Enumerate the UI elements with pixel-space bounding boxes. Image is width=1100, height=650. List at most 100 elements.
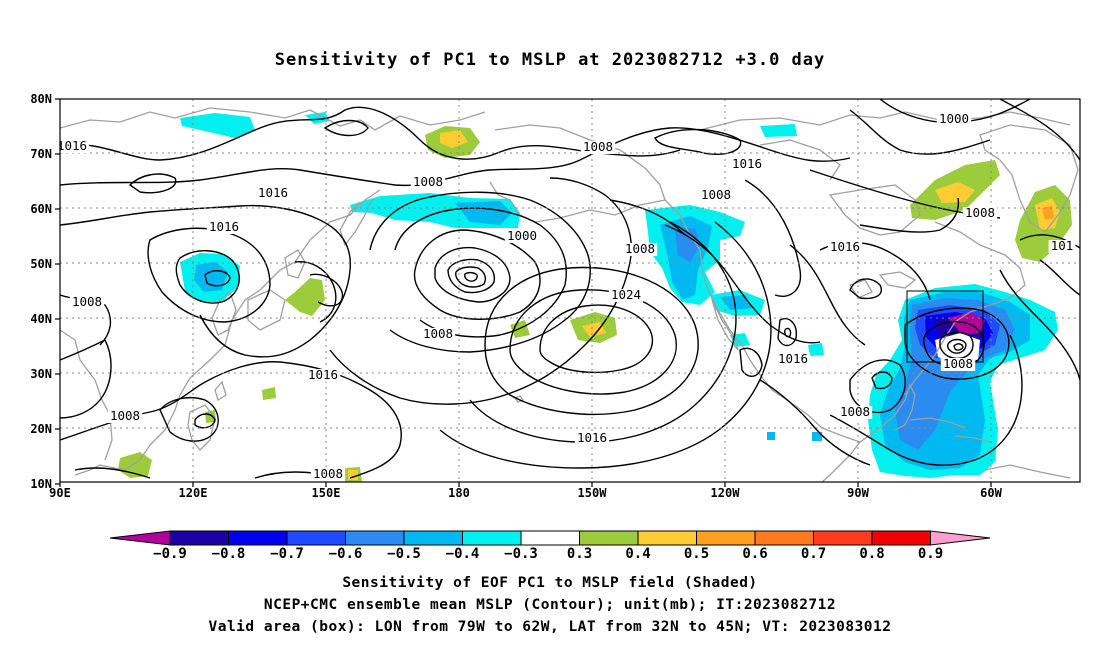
lon-tick-label: 150W <box>578 486 608 500</box>
longitude-axis: 90E 120E 150E 180 150W 120W 90W 60W <box>49 482 1003 500</box>
colorbar-label: 0.5 <box>684 546 709 562</box>
lon-tick-label: 60W <box>980 486 1002 500</box>
contour-label-bg <box>936 113 972 126</box>
colorbar-swatch <box>228 530 288 546</box>
contour-label-bg <box>698 189 734 202</box>
contour-label-bg <box>775 353 811 366</box>
colorbar-swatch <box>462 530 522 546</box>
contour-label-bg <box>729 158 765 171</box>
lon-tick-label: 180 <box>448 486 470 500</box>
contour-label-bg <box>827 241 863 254</box>
contour-label: 1008 <box>701 187 731 202</box>
lat-tick-label: 40N <box>30 312 52 326</box>
colorbar: −0.9 −0.8 −0.7 −0.6 −0.5 −0.4 −0.3 0.3 0.4 0.5 0.6… <box>109 530 991 562</box>
contour-label: 1016 <box>778 351 808 366</box>
lon-tick-label: 90E <box>49 486 71 500</box>
colorbar-swatch <box>520 530 580 546</box>
colorbar-label: 0.9 <box>918 546 943 562</box>
colorbar-end-low <box>109 530 171 546</box>
colorbar-label: −0.8 <box>212 546 246 562</box>
colorbar-swatch <box>871 530 931 546</box>
contour-label: 1008 <box>943 356 973 371</box>
colorbar-label: 0.8 <box>859 546 884 562</box>
colorbar-swatch <box>696 530 756 546</box>
lat-tick-label: 80N <box>30 92 52 106</box>
contour-label-bg <box>622 243 658 256</box>
contour-label: 1008 <box>110 408 140 423</box>
contour-label-bg <box>69 296 105 309</box>
contour-label: 1016 <box>57 138 87 153</box>
colorbar-swatch <box>286 530 346 546</box>
colorbar-label: 0.3 <box>567 546 592 562</box>
caption-valid-area: Valid area (box): LON from 79W to 62W, L… <box>208 619 892 635</box>
contour-label: 1000 <box>939 111 969 126</box>
lat-tick-label: 50N <box>30 257 52 271</box>
contour-labels: 1016 1008 1000 1008 1016 1016 1008 1016 1016 1000… <box>57 111 1076 481</box>
lat-tick-label: 10N <box>30 477 52 491</box>
colorbar-swatch <box>169 530 229 546</box>
lon-tick-label: 90W <box>847 486 869 500</box>
coastlines <box>60 107 1079 482</box>
contour-label-bg <box>1048 240 1076 253</box>
contour-label-bg <box>60 140 90 153</box>
colorbar-label: 0.6 <box>742 546 767 562</box>
contour-label: 1008 <box>423 326 453 341</box>
colorbar-swatch <box>813 530 873 546</box>
colorbar-swatch <box>754 530 814 546</box>
colorbar-label: 0.4 <box>625 546 650 562</box>
contour-label: 1008 <box>840 404 870 419</box>
contour-label: 1016 <box>732 156 762 171</box>
contour-label-bg <box>574 432 610 445</box>
colorbar-label: −0.3 <box>504 546 538 562</box>
contour-label: 1016 <box>577 430 607 445</box>
page-title: Sensitivity of PC1 to MSLP at 2023082712… <box>274 50 826 70</box>
contour-label-bg <box>206 221 242 234</box>
map-border <box>59 98 1081 483</box>
colorbar-swatch <box>637 530 697 546</box>
lat-tick-label: 70N <box>30 147 52 161</box>
colorbar-label: −0.7 <box>270 546 304 562</box>
contour-label-bg <box>410 176 446 189</box>
contour-label: 1016 <box>209 219 239 234</box>
lat-tick-label: 20N <box>30 422 52 436</box>
lon-tick-label: 150E <box>312 486 341 500</box>
latitude-axis: 80N 70N 60N 50N 40N 30N 20N 10N <box>30 92 60 491</box>
caption-shaded: Sensitivity of EOF PC1 to MSLP field (Sh… <box>342 575 758 591</box>
contour-label: 1024 <box>611 287 641 302</box>
contour-label-bg <box>107 410 143 423</box>
contour-label: 101 <box>1051 238 1074 253</box>
contour-label: 1016 <box>308 367 338 382</box>
contour-label: 1008 <box>965 205 995 220</box>
contour-label-bg <box>608 289 644 302</box>
contour-label: 1008 <box>72 294 102 309</box>
colorbar-label: −0.5 <box>387 546 421 562</box>
contour-label-bg <box>255 187 291 200</box>
lon-tick-label: 120W <box>711 486 741 500</box>
contour-label-bg <box>940 358 976 371</box>
contour-label-bg <box>837 406 873 419</box>
gridlines <box>60 99 1080 482</box>
contour-label-bg <box>504 230 540 243</box>
contour-label-bg <box>305 369 341 382</box>
lon-tick-label: 120E <box>179 486 208 500</box>
colorbar-label: −0.9 <box>153 546 187 562</box>
contour-label: 1008 <box>583 139 613 154</box>
colorbar-swatch <box>579 530 639 546</box>
colorbar-swatch <box>345 530 405 546</box>
contour-label: 1000 <box>507 228 537 243</box>
colorbar-label: 0.7 <box>801 546 826 562</box>
contour-label: 1008 <box>625 241 655 256</box>
sensitivity-shading <box>118 112 1072 482</box>
contour-label-bg <box>962 207 998 220</box>
colorbar-swatch <box>403 530 463 546</box>
contour-label-bg <box>580 141 616 154</box>
contour-label-bg <box>420 328 456 341</box>
contour-label-bg <box>310 468 346 481</box>
colorbar-label: −0.6 <box>329 546 363 562</box>
contour-label: 1008 <box>313 466 343 481</box>
lat-tick-label: 30N <box>30 367 52 381</box>
colorbar-label: −0.4 <box>446 546 480 562</box>
lat-tick-label: 60N <box>30 202 52 216</box>
contour-label: 1016 <box>830 239 860 254</box>
